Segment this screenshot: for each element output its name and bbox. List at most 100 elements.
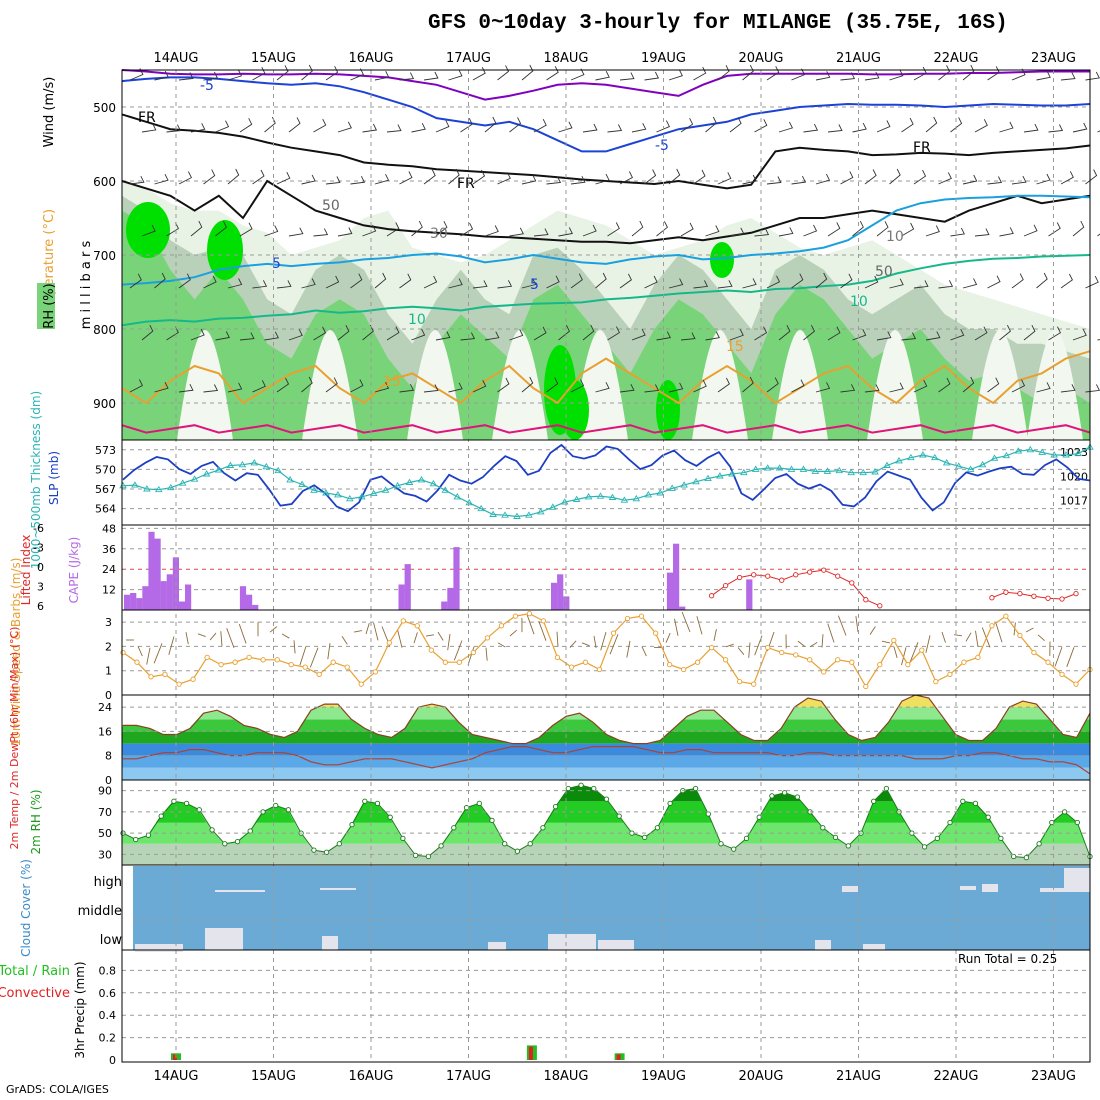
wind-barb	[595, 382, 610, 393]
wind-barb	[656, 221, 668, 237]
wind-barb-10m	[281, 633, 290, 639]
chart-title: GFS 0~10day 3-hourly for MILANGE (35.75E…	[428, 12, 1008, 35]
wind-speed-line	[122, 612, 1091, 688]
wind-barb-10m	[509, 629, 517, 637]
wind-barb	[570, 68, 585, 81]
rh-2m-marker	[476, 800, 482, 807]
rh-tick: 70	[98, 806, 112, 819]
thickness-marker	[274, 466, 282, 474]
wind-barb	[876, 221, 889, 237]
wind-barb	[448, 69, 463, 81]
wind-speed-marker	[680, 666, 687, 673]
wind-speed-marker	[638, 613, 645, 619]
wind-barb	[925, 331, 941, 341]
slp-line	[122, 443, 1091, 513]
thickness-marker	[799, 465, 808, 472]
wind-barb	[558, 227, 573, 237]
wind-barb-10m	[674, 618, 679, 636]
thickness-marker	[298, 480, 306, 487]
wind-speed-marker	[204, 654, 210, 661]
wind-barb	[901, 332, 917, 341]
wind-barb	[852, 122, 867, 133]
lifted-index-marker	[1059, 596, 1065, 602]
cloud-cell	[548, 934, 596, 950]
rh-2m-marker	[578, 782, 584, 788]
wind-barb	[987, 377, 1000, 393]
cloud-cell	[205, 928, 243, 950]
thickness-marker	[775, 464, 784, 471]
wind-speed-marker	[554, 654, 561, 661]
wind-barb-10m	[855, 616, 859, 633]
rh-2m-marker	[171, 798, 177, 804]
wind-barb	[864, 169, 877, 185]
thickness-marker	[835, 466, 844, 474]
wind-barb-10m	[975, 630, 979, 648]
wind-barb	[423, 275, 438, 289]
wind-speed-marker	[849, 659, 855, 665]
contour-label: FR	[913, 140, 931, 156]
lifted-index-marker	[736, 574, 743, 581]
wind-barb	[791, 379, 805, 393]
x-tick-top: 14AUG	[153, 51, 198, 66]
wind-barb	[938, 280, 954, 289]
x-tick-top: 16AUG	[348, 51, 393, 66]
wind-barb-10m	[437, 631, 444, 641]
lifted-index-marker	[1045, 595, 1051, 601]
lifted-index-marker	[708, 593, 715, 599]
run-total-label: Run Total = 0.25	[958, 952, 1058, 966]
wind-barb-10m	[893, 646, 898, 659]
wind-barb	[827, 124, 843, 133]
wind-barb	[154, 70, 169, 81]
wind-barb	[448, 278, 463, 289]
profile-ylabel: m i l l i b a r s	[79, 241, 94, 330]
wind-speed-marker	[933, 678, 939, 685]
rh-2m-marker	[667, 800, 673, 807]
panel-frame-cape	[121, 524, 1091, 611]
wind-barb	[570, 379, 585, 393]
lifted-index-marker	[849, 580, 855, 586]
cape-bar	[130, 593, 137, 610]
temp-band	[122, 707, 1090, 720]
wind-speed-marker	[975, 654, 981, 661]
wind-barb	[1060, 384, 1076, 393]
rh-2m-marker	[845, 843, 851, 849]
wind-barb	[766, 275, 781, 289]
wind-barb	[435, 120, 450, 133]
wind-barb	[656, 331, 671, 341]
wind-barb	[190, 220, 203, 237]
cloud-cell	[863, 944, 885, 950]
wind-barb	[889, 382, 904, 393]
cape-bar	[166, 574, 173, 610]
contour-label: FR	[138, 110, 156, 126]
wind-barb-10m	[748, 642, 751, 658]
wind-barb	[497, 280, 513, 289]
wind-barb	[619, 72, 635, 81]
thickness-marker	[560, 498, 569, 505]
thickness-marker	[286, 476, 294, 483]
rh-2m-marker	[425, 853, 432, 860]
temp-band	[122, 695, 1090, 708]
wind-barb	[399, 72, 415, 81]
wind-barb	[999, 227, 1014, 237]
wind-speed-marker	[863, 683, 869, 690]
thickness-marker	[716, 472, 724, 479]
rh-2m-marker	[145, 832, 152, 838]
wind-barb	[582, 224, 597, 237]
temp-band	[122, 719, 1090, 732]
temp-contour-20	[121, 424, 1091, 434]
thickness-marker	[202, 470, 211, 477]
rh-core	[126, 202, 170, 258]
thickness-marker	[656, 489, 664, 496]
thickness-marker	[895, 457, 903, 464]
wind-barb	[509, 329, 524, 341]
contour-label: 15	[726, 339, 744, 355]
wind-barb-10m	[609, 634, 619, 655]
rh-tick: 90	[98, 785, 112, 798]
thickness-marker	[620, 496, 629, 503]
rh-dry-peak	[1027, 330, 1083, 440]
cloud-background	[133, 866, 1090, 950]
wind-barb	[448, 168, 460, 185]
wind-speed-marker	[793, 652, 799, 658]
wind-barb	[497, 172, 511, 185]
x-tick-top: 19AUG	[641, 51, 686, 66]
